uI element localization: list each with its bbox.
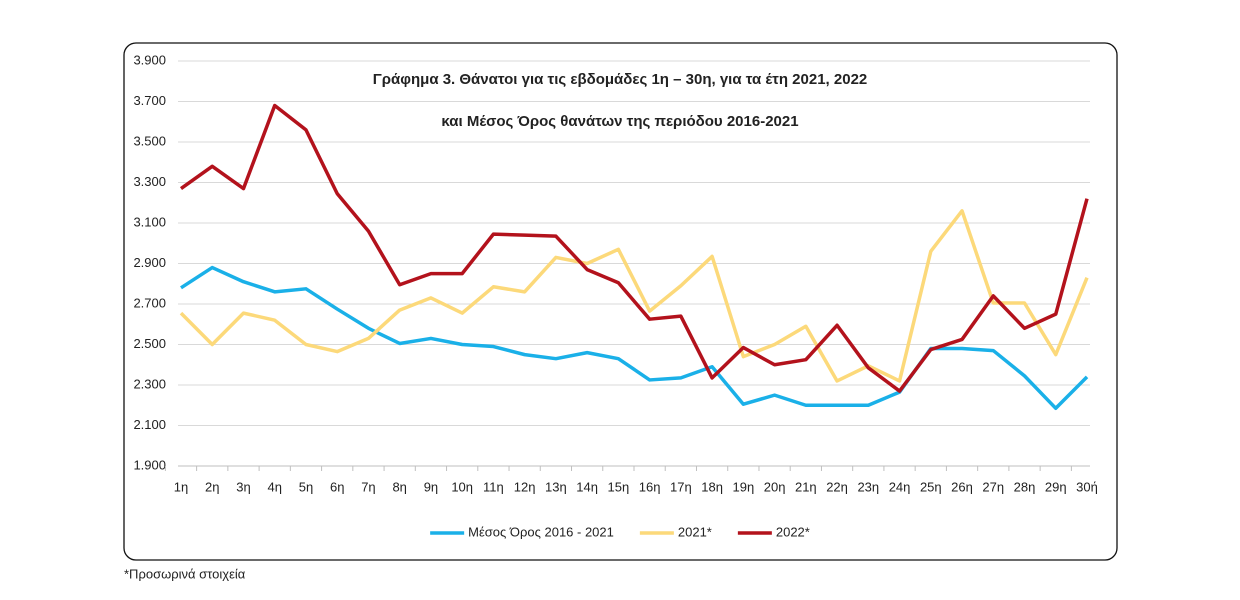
x-tick-label: 24η [889, 479, 911, 494]
x-tick-label: 28η [1014, 479, 1036, 494]
x-tick-label: 9η [424, 479, 438, 494]
x-tick-label: 15η [608, 479, 630, 494]
x-tick-label: 8η [392, 479, 406, 494]
series-line [180, 265, 1089, 411]
y-tick-label: 2.300 [133, 376, 166, 391]
chart-frame [123, 42, 1118, 561]
x-tick-label: 14η [576, 479, 598, 494]
y-tick-label: 1.900 [133, 457, 166, 472]
x-tick-label: 13η [545, 479, 567, 494]
x-tick-label: 26η [951, 479, 973, 494]
x-tick-label: 30ή [1076, 479, 1098, 494]
legend-label: 2022* [776, 524, 810, 539]
chart-title: Γράφημα 3. Θάνατοι για τις εβδομάδες 1η … [373, 71, 868, 88]
y-tick-label: 3.500 [133, 133, 166, 148]
x-tick-label: 17η [670, 479, 692, 494]
x-tick-label: 29η [1045, 479, 1067, 494]
x-tick-label: 22η [826, 479, 848, 494]
y-tick-label: 3.900 [133, 52, 166, 67]
x-tick-label: 10η [451, 479, 473, 494]
x-tick-label: 16η [639, 479, 661, 494]
footnote: *Προσωρινά στοιχεία [124, 566, 246, 581]
x-tick-label: 25η [920, 479, 942, 494]
y-tick-label: 3.300 [133, 174, 166, 189]
series-line [179, 209, 1089, 383]
legend-label: 2021* [678, 524, 712, 539]
x-tick-label: 27η [982, 479, 1004, 494]
x-tick-label: 6η [330, 479, 344, 494]
x-tick-label: 20η [764, 479, 786, 494]
x-tick-label: 11η [483, 479, 504, 494]
x-tick-label: 2η [205, 479, 219, 494]
x-tick-label: 21η [795, 479, 817, 494]
legend-label: Μέσος Όρος 2016 - 2021 [468, 524, 614, 539]
x-tick-label: 19η [732, 479, 754, 494]
x-tick-label: 1η [174, 479, 188, 494]
y-tick-label: 3.700 [133, 93, 166, 108]
y-tick-label: 2.100 [133, 417, 166, 432]
x-tick-label: 4η [267, 479, 281, 494]
x-tick-label: 23η [857, 479, 879, 494]
x-tick-label: 3η [236, 479, 250, 494]
x-tick-label: 18η [701, 479, 723, 494]
y-tick-label: 3.100 [133, 214, 166, 229]
x-tick-label: 12η [514, 479, 536, 494]
series-line [179, 103, 1089, 393]
y-tick-label: 2.700 [133, 295, 166, 310]
chart-subtitle: και Μέσος Όρος θανάτων της περιόδου 2016… [441, 113, 798, 130]
x-tick-label: 7η [361, 479, 375, 494]
y-tick-label: 2.900 [133, 255, 166, 270]
x-tick-label: 5η [299, 479, 313, 494]
y-tick-label: 2.500 [133, 336, 166, 351]
